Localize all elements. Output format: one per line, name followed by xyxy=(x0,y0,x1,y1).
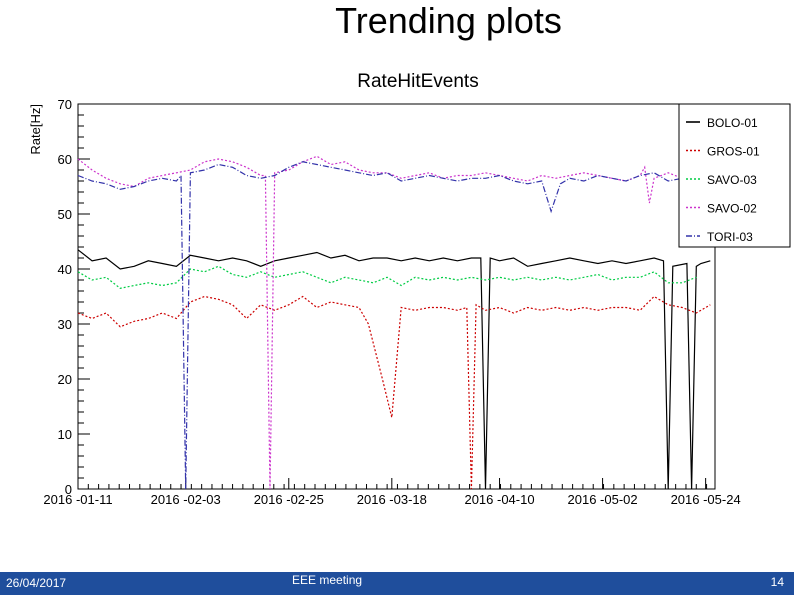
legend-label: SAVO-03 xyxy=(707,173,757,187)
footer-page-number: 14 xyxy=(770,575,784,589)
footer-date: 26/04/2017 xyxy=(6,576,67,590)
chart-title: RateHitEvents xyxy=(357,71,478,92)
y-tick-label: 30 xyxy=(58,317,72,332)
series-line-savo-03 xyxy=(77,265,697,289)
x-tick-label: 2016 -02-25 xyxy=(254,492,324,507)
series-line-bolo-01 xyxy=(77,249,711,490)
rate-hit-events-chart: RateHitEvents 0 10 20 30 40 50 60 70 Rate[Hz] 2016… xyxy=(28,71,791,507)
plot-frame xyxy=(77,103,716,490)
y-tick-label: 20 xyxy=(58,372,72,387)
x-tick-label: 2016 -05-02 xyxy=(568,492,638,507)
y-tick-label: 70 xyxy=(58,97,72,112)
legend-label: GROS-01 xyxy=(707,145,760,159)
x-tick-label: 2016 -05-24 xyxy=(671,492,741,507)
legend-label: BOLO-01 xyxy=(707,116,758,130)
y-tick-label: 60 xyxy=(58,152,72,167)
x-tick-label: 2016 -01-11 xyxy=(43,492,112,507)
legend-label: TORI-03 xyxy=(707,230,753,244)
legend: BOLO-01 GROS-01 SAVO-03 SAVO-02 TORI-03 xyxy=(678,103,791,248)
legend-box xyxy=(678,103,791,248)
x-tick-label: 2016 -04-10 xyxy=(464,492,534,507)
y-axis-label: Rate[Hz] xyxy=(28,104,43,155)
series-line-tori-03 xyxy=(77,161,697,490)
legend-label: SAVO-02 xyxy=(707,202,757,216)
y-tick-label: 10 xyxy=(58,427,72,442)
y-tick-label: 0 xyxy=(65,482,72,497)
series-line-gros-01 xyxy=(77,295,711,490)
slide-title: Trending plots xyxy=(335,0,562,41)
footer-bar: 26/04/2017 EEE meeting 14 xyxy=(0,572,794,595)
x-tick-label: 2016 -02-03 xyxy=(151,492,221,507)
y-tick-label: 40 xyxy=(58,262,72,277)
y-tick-label: 50 xyxy=(58,207,72,222)
footer-meeting: EEE meeting xyxy=(292,573,363,587)
series-line-savo-02 xyxy=(77,155,697,490)
x-tick-label: 2016 -03-18 xyxy=(357,492,427,507)
